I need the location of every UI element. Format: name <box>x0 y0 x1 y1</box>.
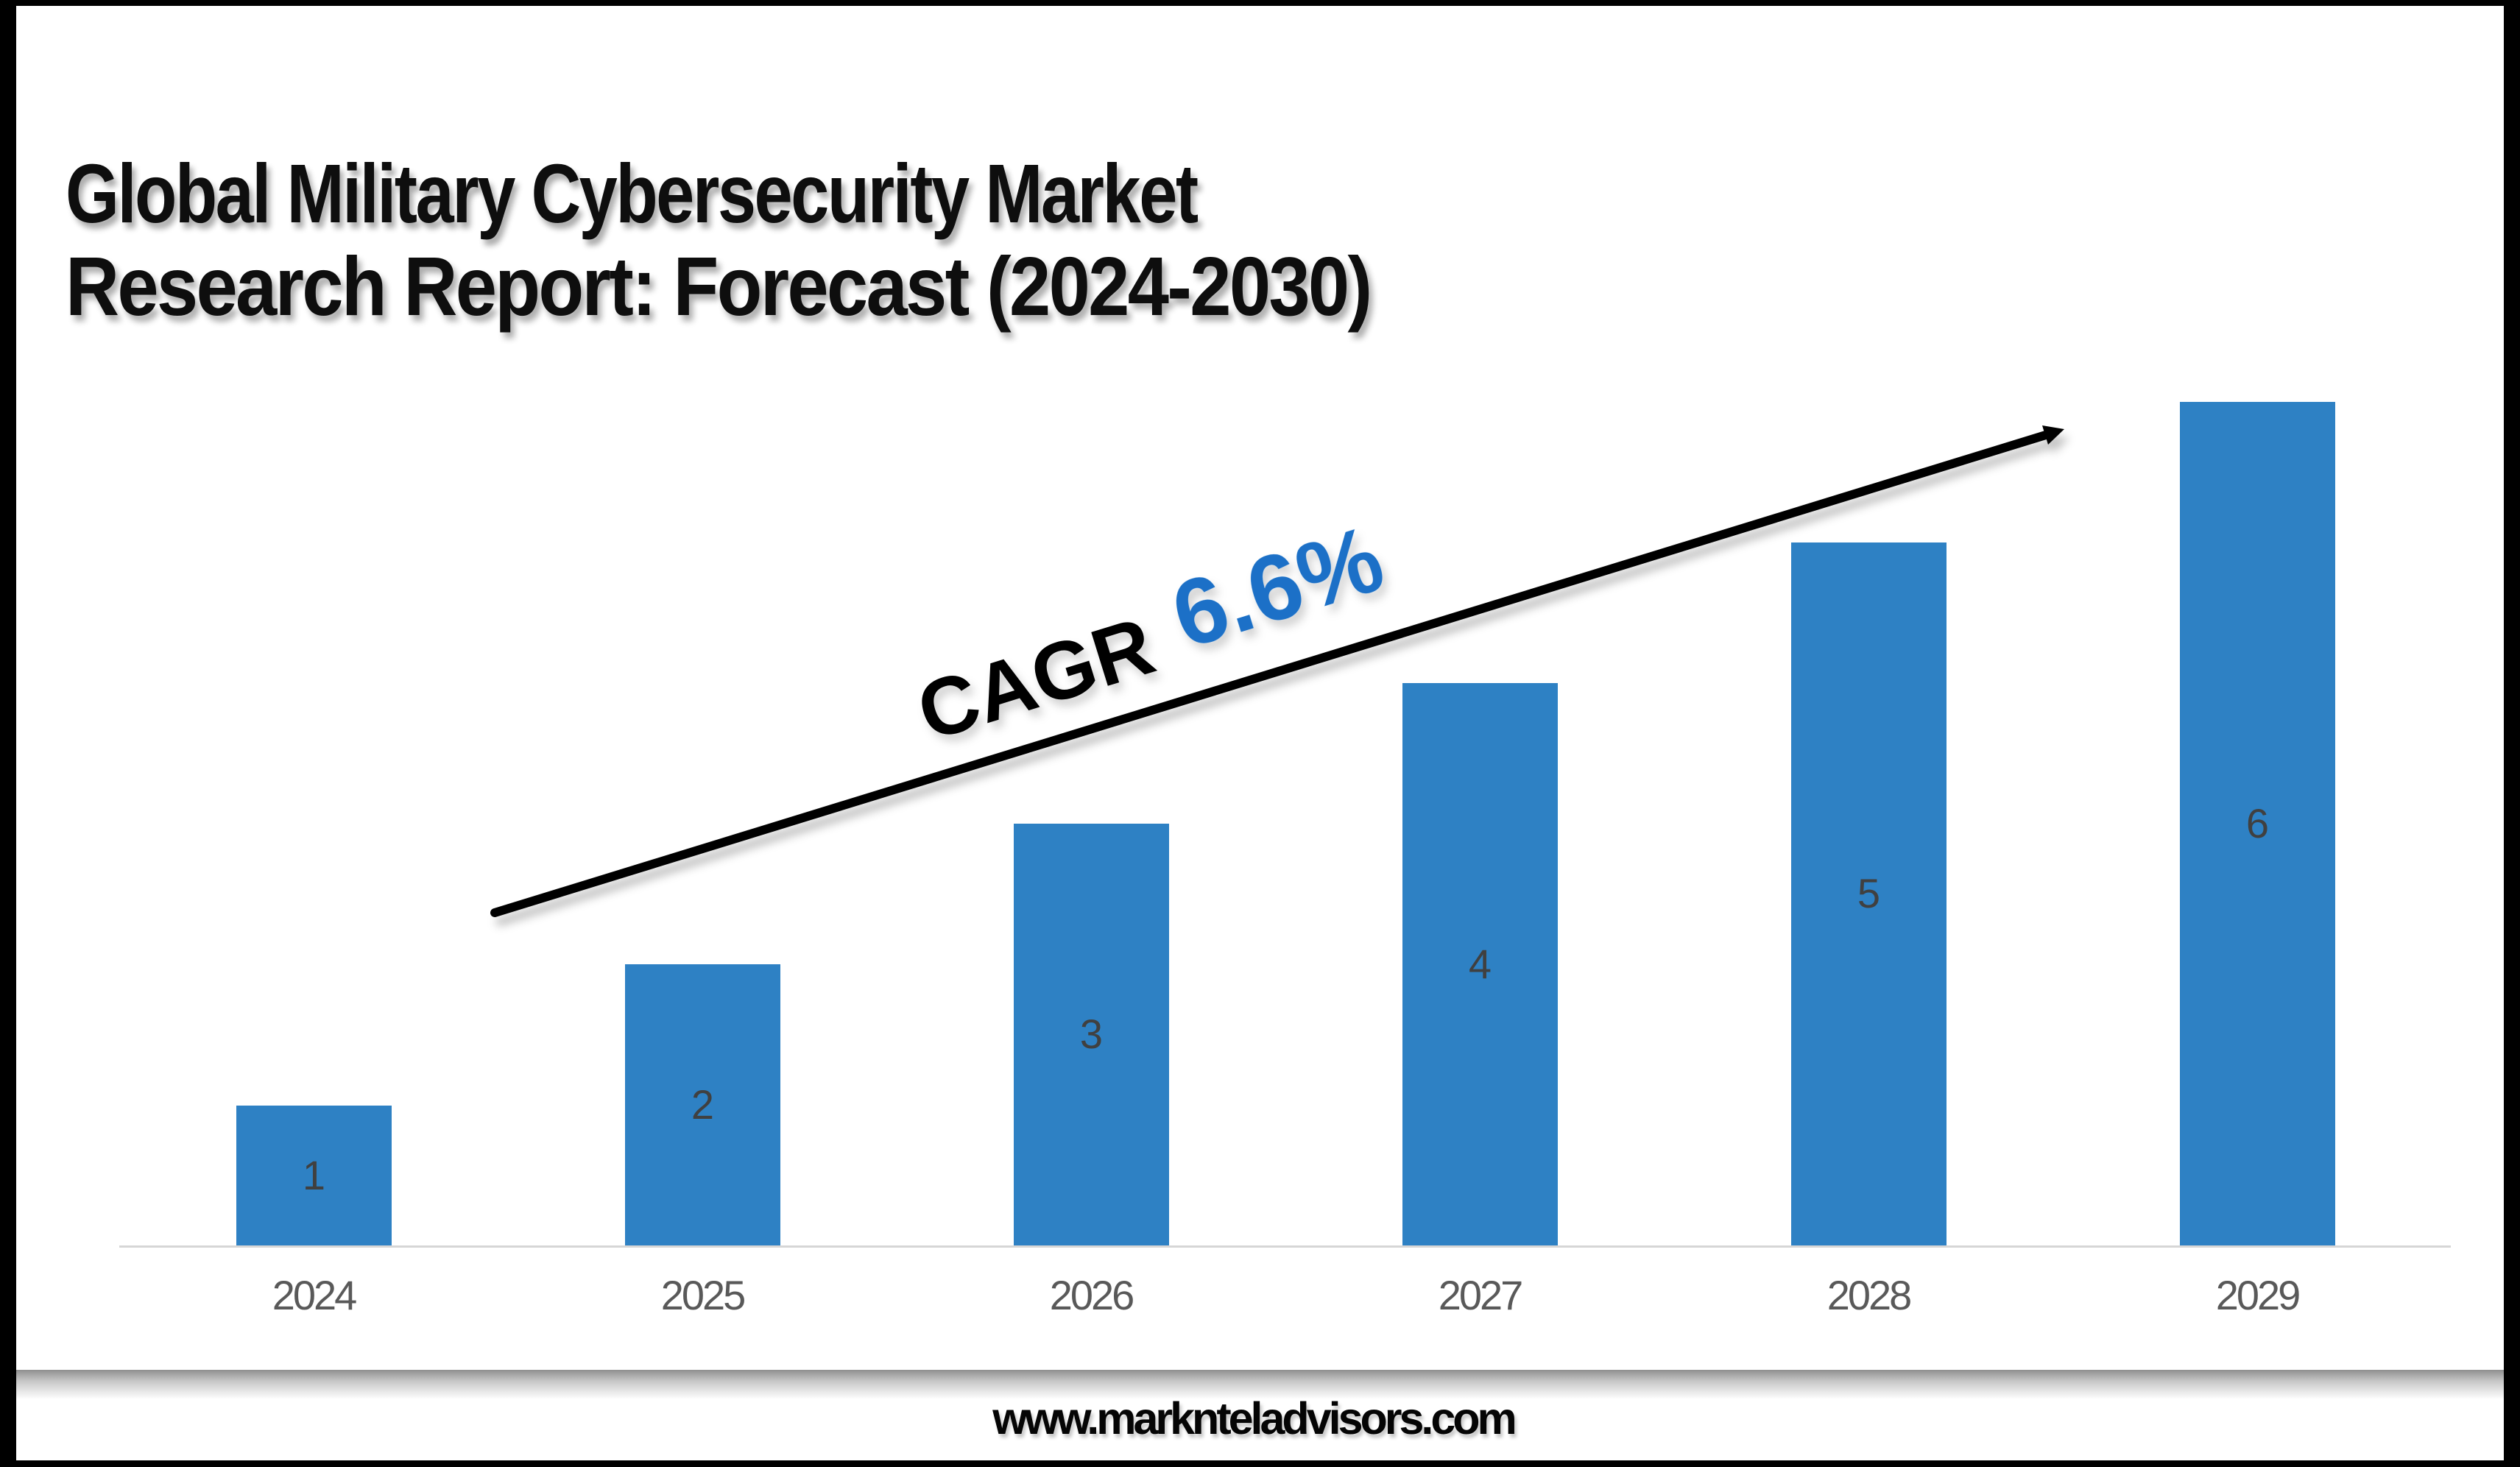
svg-text:CAGR: CAGR <box>907 600 1164 758</box>
